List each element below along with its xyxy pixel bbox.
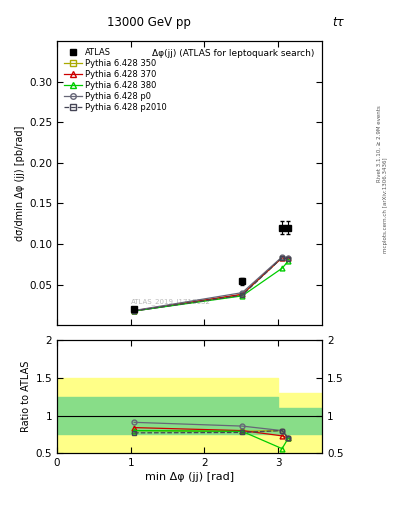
Text: tτ: tτ xyxy=(332,16,344,29)
Text: mcplots.cern.ch [arXiv:1306.3436]: mcplots.cern.ch [arXiv:1306.3436] xyxy=(383,157,387,252)
Y-axis label: Ratio to ATLAS: Ratio to ATLAS xyxy=(21,361,31,433)
Text: 13000 GeV pp: 13000 GeV pp xyxy=(107,16,191,29)
Text: Δφ(jj) (ATLAS for leptoquark search): Δφ(jj) (ATLAS for leptoquark search) xyxy=(152,50,314,58)
Y-axis label: dσ/dmin Δφ (jj) [pb/rad]: dσ/dmin Δφ (jj) [pb/rad] xyxy=(15,125,25,241)
Text: ATLAS_2019_I1718132: ATLAS_2019_I1718132 xyxy=(131,298,211,305)
Text: Rivet 3.1.10, ≥ 2.9M events: Rivet 3.1.10, ≥ 2.9M events xyxy=(377,105,382,182)
Legend: ATLAS, Pythia 6.428 350, Pythia 6.428 370, Pythia 6.428 380, Pythia 6.428 p0, Py: ATLAS, Pythia 6.428 350, Pythia 6.428 37… xyxy=(61,45,169,115)
X-axis label: min Δφ (jj) [rad]: min Δφ (jj) [rad] xyxy=(145,472,234,482)
